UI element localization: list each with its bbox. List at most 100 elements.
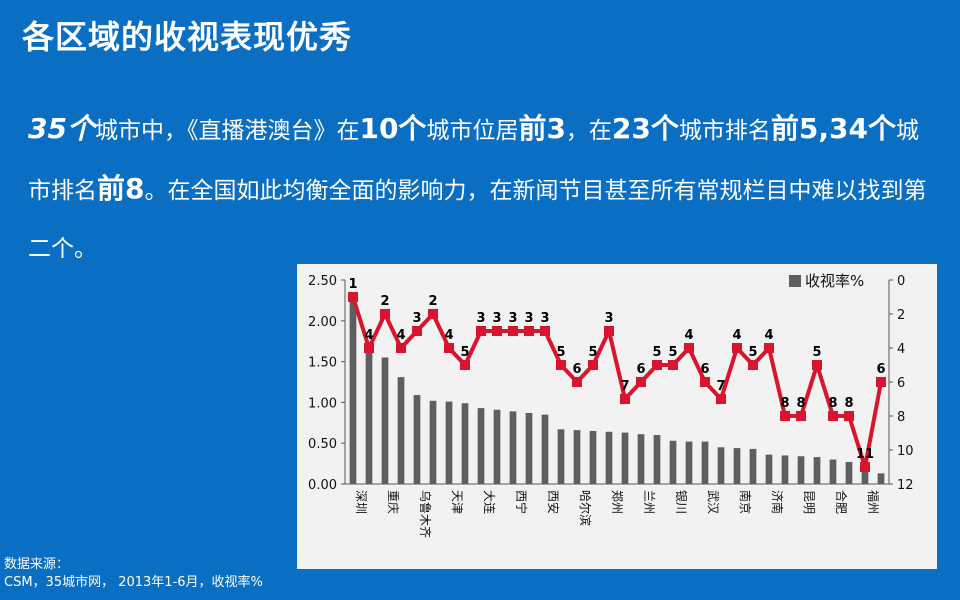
bar <box>637 434 645 484</box>
rank-marker <box>412 326 422 336</box>
rank-data-label: 1 <box>348 277 357 292</box>
x-tick-label: 郑州 <box>610 490 625 514</box>
bar <box>573 430 581 484</box>
x-tick-label: 昆明 <box>802 490 816 514</box>
rank-data-label: 3 <box>476 311 485 326</box>
rank-data-label: 3 <box>508 311 517 326</box>
rank-marker <box>540 326 550 336</box>
rank-marker <box>732 343 742 353</box>
bar <box>749 448 757 484</box>
rank-marker <box>748 360 758 370</box>
rank-data-label: 7 <box>716 379 725 394</box>
rank-marker <box>492 326 502 336</box>
x-tick-label: 福州 <box>866 490 881 514</box>
rank-data-label: 6 <box>700 362 709 377</box>
x-tick-label: 重庆 <box>386 490 400 514</box>
right-tick-label: 8 <box>897 410 905 425</box>
bar <box>365 349 373 484</box>
bar <box>589 430 597 484</box>
x-tick-label: 西宁 <box>514 490 529 514</box>
summary-part: 城市中，《直播港澳台》在 <box>94 118 360 144</box>
bar <box>429 400 437 484</box>
bar <box>845 461 853 484</box>
legend-label: 收视率% <box>805 272 864 290</box>
x-tick-label: 乌鲁木齐 <box>418 490 433 538</box>
rank-marker <box>476 326 486 336</box>
rank-data-label: 11 <box>856 447 874 462</box>
right-tick-label: 6 <box>897 376 905 391</box>
rank-data-label: 4 <box>764 328 773 343</box>
summary-part: ，在 <box>565 118 612 144</box>
summary-part: 10个 <box>359 112 427 145</box>
x-tick-label: 合肥 <box>834 490 849 514</box>
rank-data-label: 2 <box>380 294 389 309</box>
bar <box>557 429 565 484</box>
rank-data-label: 3 <box>492 311 501 326</box>
left-tick-label: 0.50 <box>308 437 337 452</box>
rank-data-label: 8 <box>828 396 837 411</box>
rank-line <box>351 296 883 469</box>
source-text: CSM，35城市网， 2013年1-6月，收视率% <box>4 575 263 590</box>
summary-text: 35个城市中，《直播港澳台》在10个城市位居前3，在23个城市排名前5,34个城… <box>28 100 928 278</box>
left-tick-label: 0.00 <box>308 478 337 493</box>
bar <box>765 454 773 484</box>
bar <box>349 296 357 484</box>
rank-data-label: 5 <box>668 345 677 360</box>
left-tick-label: 1.00 <box>308 396 337 411</box>
rank-marker <box>428 309 438 319</box>
bar <box>381 357 389 484</box>
x-tick-label: 西安 <box>546 490 561 514</box>
bar <box>733 448 741 484</box>
right-tick-label: 0 <box>897 274 905 289</box>
rank-marker <box>796 411 806 421</box>
rank-data-label: 3 <box>412 311 421 326</box>
summary-part: 23个 <box>611 112 679 145</box>
rank-marker <box>764 343 774 353</box>
right-tick-label: 4 <box>897 342 905 357</box>
rank-marker <box>380 309 390 319</box>
summary-part: 城市排名 <box>28 118 919 204</box>
source-label: 数据来源： <box>4 557 70 572</box>
bar <box>445 401 453 484</box>
x-tick-label: 银川 <box>674 490 688 514</box>
rank-marker <box>700 377 710 387</box>
rank-marker <box>508 326 518 336</box>
rank-marker <box>716 394 726 404</box>
rank-marker <box>588 360 598 370</box>
rank-data-label: 4 <box>396 328 405 343</box>
rank-data-label: 2 <box>428 294 437 309</box>
right-tick-label: 2 <box>897 308 905 323</box>
rank-marker <box>604 326 614 336</box>
summary-part: 前3 <box>518 112 566 145</box>
summary-part: 城市排名 <box>678 118 771 144</box>
rank-marker <box>828 411 838 421</box>
bar <box>669 440 677 484</box>
bar <box>829 459 837 484</box>
rank-data-label: 4 <box>364 328 373 343</box>
x-tick-label: 武汉 <box>706 490 720 514</box>
rank-data-label: 8 <box>780 396 789 411</box>
left-tick-label: 1.50 <box>308 356 337 371</box>
rank-marker <box>812 360 822 370</box>
rank-marker <box>524 326 534 336</box>
bar <box>781 455 789 484</box>
rank-data-label: 4 <box>444 328 453 343</box>
bar <box>477 408 485 484</box>
rank-data-label: 6 <box>572 362 581 377</box>
bar <box>413 395 421 484</box>
bar <box>461 403 469 484</box>
rank-data-label: 5 <box>652 345 661 360</box>
rank-marker <box>636 377 646 387</box>
bar <box>813 457 821 484</box>
rank-marker <box>876 377 886 387</box>
right-tick-label: 10 <box>897 444 914 459</box>
bar <box>397 377 405 484</box>
rank-marker <box>396 343 406 353</box>
bar <box>621 432 629 484</box>
rank-data-label: 5 <box>556 345 565 360</box>
bar <box>653 435 661 484</box>
rank-marker <box>460 360 470 370</box>
rank-data-label: 4 <box>732 328 741 343</box>
rank-data-label: 7 <box>620 379 629 394</box>
